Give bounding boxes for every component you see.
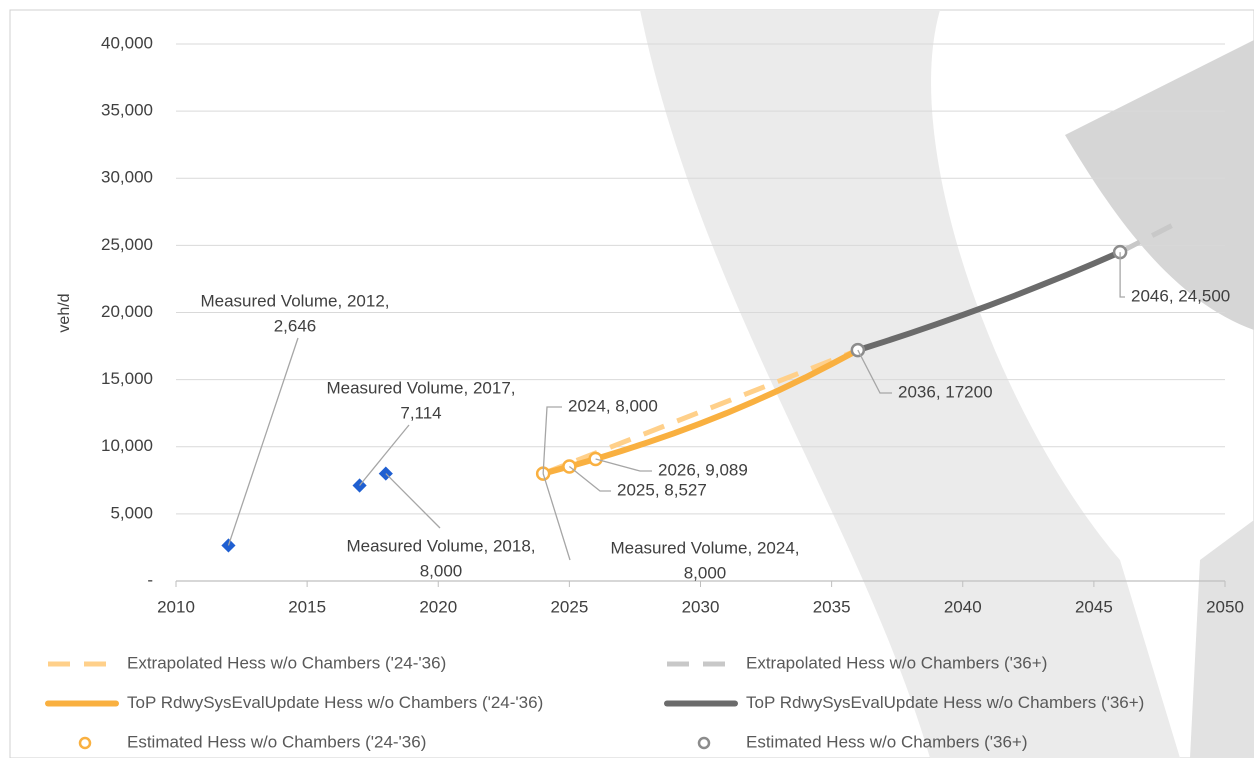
- leader-line: [1119, 252, 1125, 298]
- leader-line: [595, 458, 652, 472]
- data-label: 2025, 8,527: [617, 480, 707, 499]
- y-tick-label: 25,000: [101, 235, 153, 254]
- y-tick-label: 40,000: [101, 33, 153, 52]
- x-tick-label: 2010: [157, 597, 195, 616]
- data-label: Measured Volume, 2012,: [200, 291, 389, 310]
- data-label: 2046, 24,500: [1131, 286, 1230, 305]
- x-tick-label: 2025: [550, 597, 588, 616]
- legend-label: Estimated Hess w/o Chambers ('24-'36): [127, 732, 426, 751]
- data-label: 2024, 8,000: [568, 396, 658, 415]
- legend-label: Extrapolated Hess w/o Chambers ('24-'36): [127, 653, 446, 672]
- legend-swatch: [78, 736, 92, 750]
- legend-label: ToP RdwySysEvalUpdate Hess w/o Chambers …: [746, 693, 1144, 712]
- x-tick-label: 2015: [288, 597, 326, 616]
- y-axis-label: veh/d: [56, 293, 73, 332]
- data-label: Measured Volume, 2024,: [610, 538, 799, 557]
- leader-line: [542, 473, 571, 561]
- data-label: 2026, 9,089: [658, 460, 748, 479]
- data-label: Measured Volume, 2017,: [326, 378, 515, 397]
- data-label: 8,000: [684, 563, 727, 582]
- legend-label: Estimated Hess w/o Chambers ('36+): [746, 732, 1028, 751]
- x-tick-label: 2030: [682, 597, 720, 616]
- legend-swatch: [697, 736, 711, 750]
- leader-line: [385, 473, 441, 529]
- y-tick-label: 15,000: [101, 369, 153, 388]
- x-tick-label: 2045: [1075, 597, 1113, 616]
- y-tick-label: 5,000: [110, 503, 153, 522]
- y-tick-label: 20,000: [101, 302, 153, 321]
- leader-line: [568, 466, 611, 492]
- y-tick-label: -: [147, 570, 153, 589]
- leader-line: [857, 349, 892, 394]
- background-shape: [1190, 520, 1254, 758]
- legend-label: ToP RdwySysEvalUpdate Hess w/o Chambers …: [127, 693, 543, 712]
- x-tick-label: 2040: [944, 597, 982, 616]
- data-label: Measured Volume, 2018,: [346, 536, 535, 555]
- y-tick-label: 10,000: [101, 436, 153, 455]
- x-tick-label: 2020: [419, 597, 457, 616]
- data-label: 2036, 17200: [898, 382, 993, 401]
- x-tick-label: 2050: [1206, 597, 1244, 616]
- leader-line: [227, 337, 299, 546]
- background-shape: [1065, 40, 1254, 330]
- x-tick-label: 2035: [813, 597, 851, 616]
- background-shape: [640, 10, 1180, 758]
- line: [1118, 222, 1174, 255]
- data-label: 8,000: [420, 561, 463, 580]
- line: [854, 249, 1124, 354]
- legend-label: Extrapolated Hess w/o Chambers ('36+): [746, 653, 1047, 672]
- data-label: 7,114: [400, 403, 441, 422]
- leader-line: [359, 424, 410, 486]
- y-tick-label: 35,000: [101, 101, 153, 120]
- data-label: 2,646: [274, 316, 317, 335]
- leader-line: [542, 406, 562, 474]
- y-tick-label: 30,000: [101, 168, 153, 187]
